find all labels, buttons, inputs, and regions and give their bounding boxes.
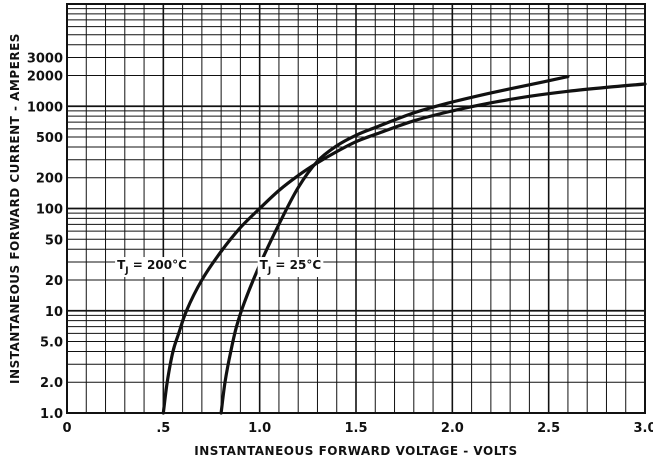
x-tick-label: 0	[62, 421, 71, 436]
x-tick-label: 1.5	[344, 421, 367, 436]
y-tick-labels: 1.0 2.0 5.0 10 20 50 100 200 500 1000 2000 3000	[27, 51, 63, 422]
x-tick-label: .5	[156, 421, 170, 436]
curves-group	[161, 75, 647, 415]
series-label-1: TJ = 200°C	[117, 258, 187, 276]
y-tick-label: 200	[36, 172, 63, 187]
series-label-background	[257, 257, 324, 278]
y-tick-label: 10	[45, 305, 63, 320]
series-label-2: TJ = 25°C	[260, 258, 322, 276]
x-tick-labels: 0 .5 1.0 1.5 2.0 2.5 3.0	[62, 421, 653, 436]
y-tick-label: 100	[36, 203, 63, 218]
plot-frame	[66, 3, 646, 414]
y-tick-label: 3000	[27, 51, 63, 66]
curve-labels: TJ = 200°C TJ = 25°C	[115, 257, 324, 278]
y-tick-label: 500	[36, 131, 63, 146]
grid-major-lines	[67, 4, 645, 413]
x-tick-label: 1.0	[248, 421, 271, 436]
x-tick-label: 2.5	[537, 421, 560, 436]
x-tick-label: 3.0	[633, 421, 653, 436]
series-curve-2	[219, 75, 570, 415]
series-curve-1	[161, 82, 647, 415]
series-label-background	[115, 257, 190, 278]
y-tick-label: 50	[45, 233, 63, 248]
x-axis-title: INSTANTANEOUS FORWARD VOLTAGE - VOLTS	[194, 444, 517, 458]
y-tick-label: 2000	[27, 69, 63, 84]
y-tick-label: 20	[45, 274, 63, 289]
y-tick-label: 1.0	[40, 407, 63, 422]
y-tick-label: 1000	[27, 100, 63, 115]
y-tick-label: 5.0	[40, 336, 63, 351]
x-tick-label: 2.0	[441, 421, 464, 436]
y-tick-label: 2.0	[40, 376, 63, 391]
y-axis-title: INSTANTANEOUS FORWARD CURRENT - AMPERES	[8, 33, 22, 384]
